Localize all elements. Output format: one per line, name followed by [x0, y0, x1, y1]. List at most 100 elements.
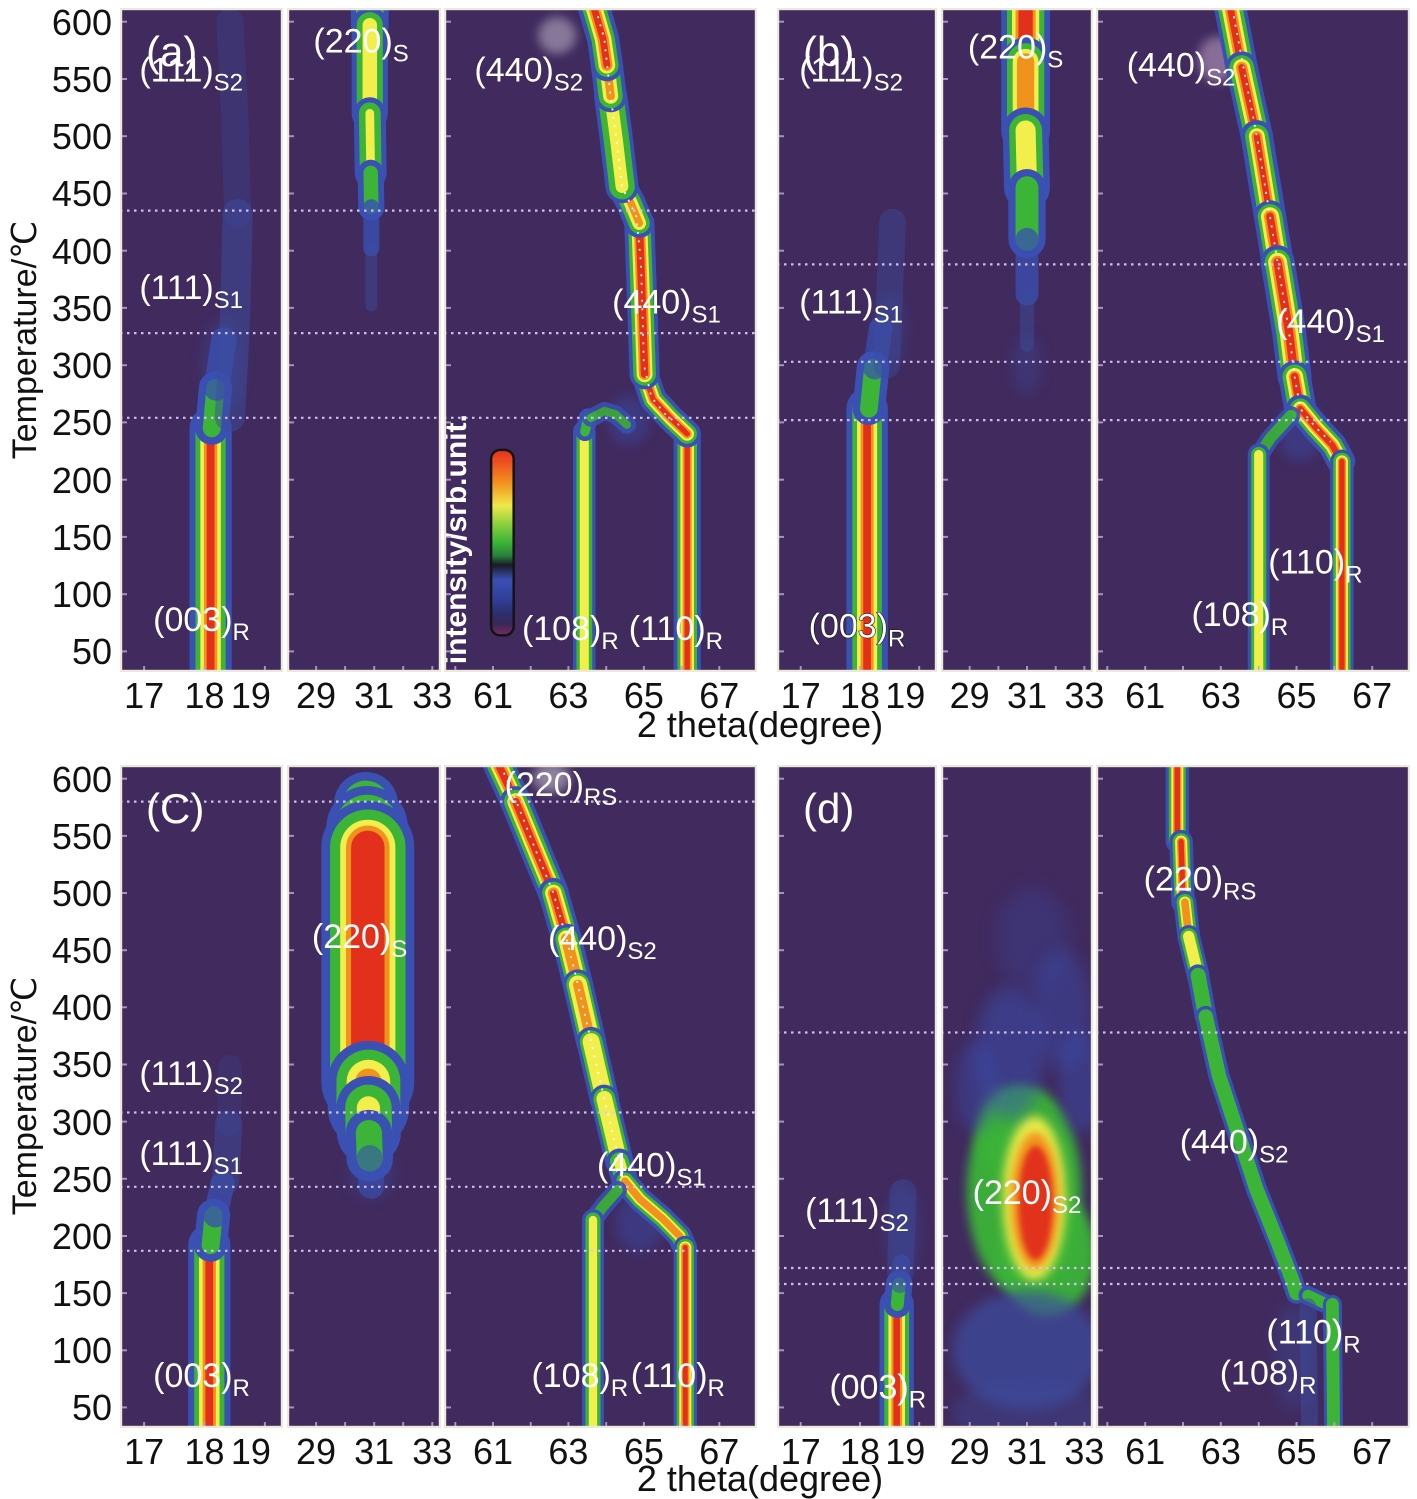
peak-label: (111)S2 [799, 51, 903, 96]
band-layer-red [511, 797, 558, 897]
panel-d-subpanel-2: (220)RS(440)S2(108)R(110)R [1096, 765, 1410, 1428]
peak-label-subscript: RS [1223, 879, 1256, 906]
y-tick-label: 550 [51, 58, 112, 100]
x-tick-label: 18 [839, 1431, 880, 1472]
peak-label: (220)S [968, 28, 1063, 73]
peak-label-main: (111) [805, 1192, 879, 1230]
band-layer-green [586, 406, 632, 429]
heatmap-band [214, 199, 253, 432]
peak-label: (111)S2 [139, 51, 243, 96]
peak-label-subscript: R [888, 626, 905, 653]
x-tick-label: 19 [230, 675, 271, 716]
x-tick-label: 67 [1352, 675, 1393, 716]
panel-letter: (d) [803, 785, 854, 832]
peak-label-main: (110) [1266, 1313, 1343, 1351]
peak-label-main: (108) [1220, 1355, 1299, 1393]
peak-label-main: (220) [312, 918, 391, 956]
y-tick-label: 300 [51, 345, 112, 387]
peak-label: (110)R [1268, 544, 1362, 589]
subpanel-border [941, 8, 1093, 672]
peak-label-main: (111) [139, 1055, 213, 1093]
x-tick-label: 31 [1007, 675, 1048, 716]
peak-label-subscript: S2 [627, 938, 656, 965]
x-tick-label: 29 [949, 675, 990, 716]
x-tick-label: 65 [1276, 675, 1317, 716]
x-tick-label: 31 [354, 1431, 395, 1472]
x-tick-label: 33 [1064, 1431, 1105, 1472]
heatmap-band [212, 1110, 243, 1195]
peak-label-main: (003) [829, 1368, 908, 1406]
peak-label-main: (440) [597, 1147, 676, 1185]
peak-label-main: (220) [1144, 861, 1223, 899]
x-tick-label: 67 [699, 675, 740, 716]
colorbar [489, 448, 515, 637]
heatmap-band [1195, 1005, 1308, 1304]
panel-b-subpanel-0: (111)S2(111)S1(003)R(b) [777, 8, 937, 672]
peak-label: (111)S2 [805, 1192, 909, 1237]
peak-label-subscript: S2 [879, 1210, 908, 1237]
peak-label: (220)RS [1144, 861, 1257, 906]
peak-label-subscript: S2 [1259, 1142, 1288, 1169]
y-tick-label: 150 [51, 516, 112, 558]
band-layer-fblue [873, 208, 906, 379]
peak-label-main: (440) [548, 920, 627, 958]
heatmap-band [886, 1179, 917, 1286]
panel-b-subpanel-2: (440)S2(440)S1(108)R(110)R [1096, 8, 1410, 672]
peak-label: (440)S2 [1127, 47, 1236, 92]
subpanel-border [287, 8, 441, 672]
peak-label: (440)S2 [1180, 1124, 1289, 1169]
panel-letter: (C) [146, 785, 204, 832]
x-tick-label: 29 [296, 1431, 337, 1472]
peak-label-main: (108) [531, 1357, 610, 1395]
diffuse-intensity-blob [955, 1041, 996, 1134]
x-tick-label: 18 [184, 1431, 225, 1472]
peak-label: (440)S2 [548, 920, 657, 965]
peak-label: (111)S2 [139, 1055, 243, 1100]
peak-label-subscript: R [1345, 562, 1362, 589]
x-tick-label: 61 [1125, 1431, 1166, 1472]
diffuse-intensity-blob [1012, 336, 1042, 394]
y-tick-label: 200 [51, 459, 112, 501]
x-tick-label: 65 [623, 1431, 664, 1472]
heatmap-background [1096, 765, 1410, 1428]
x-axis-label-row2: 2 theta(degree) [636, 1458, 884, 1499]
diffuse-intensity-blob [538, 17, 576, 54]
y-tick-label: 450 [51, 930, 112, 972]
y-tick-label: 50 [71, 1387, 112, 1429]
y-tick-label: 450 [51, 173, 112, 215]
peak-label-main: (108) [522, 610, 601, 648]
peak-label-subscript: S1 [874, 302, 903, 329]
y-tick-label: 100 [51, 574, 112, 616]
subpanel-border [1096, 765, 1410, 1428]
band-layer-green [1325, 1298, 1341, 1428]
peak-label-main: (220) [313, 23, 392, 61]
peak-label-main: (220) [973, 1174, 1052, 1212]
heatmap-band [624, 208, 660, 390]
peak-label-subscript: S2 [874, 69, 903, 96]
y-tick-label: 300 [51, 1101, 112, 1143]
panel-d-subpanel-1: (220)S2 [941, 765, 1093, 1428]
heatmap-band [216, 8, 252, 228]
y-tick-label: 250 [51, 1158, 112, 1200]
band-layer-red [635, 219, 649, 379]
peak-label-subscript: S2 [214, 69, 243, 96]
x-tick-label: 63 [548, 675, 589, 716]
peak-label-subscript: R [233, 619, 250, 646]
peak-label-main: (111) [799, 51, 873, 89]
x-tick-label: 65 [623, 675, 664, 716]
y-tick-label: 250 [51, 402, 112, 444]
peak-label-subscript: R [1271, 614, 1288, 641]
band-layer-fblue [886, 1179, 917, 1286]
x-tick-label: 61 [472, 1431, 514, 1472]
peak-label-subscript: RS [584, 784, 617, 811]
diffuse-intensity-blob [1058, 1030, 1093, 1134]
panel-b-subpanel-1: (220)S [941, 8, 1093, 672]
peak-label-subscript: S2 [214, 1073, 243, 1100]
band-layer-green [1302, 1289, 1331, 1310]
x-tick-label: 63 [548, 1431, 589, 1472]
x-tick-label: 31 [1007, 1431, 1048, 1472]
peak-label-subscript: R [909, 1386, 926, 1413]
x-tick-label: 33 [412, 1431, 453, 1472]
peak-label: (110)R [631, 1357, 725, 1402]
